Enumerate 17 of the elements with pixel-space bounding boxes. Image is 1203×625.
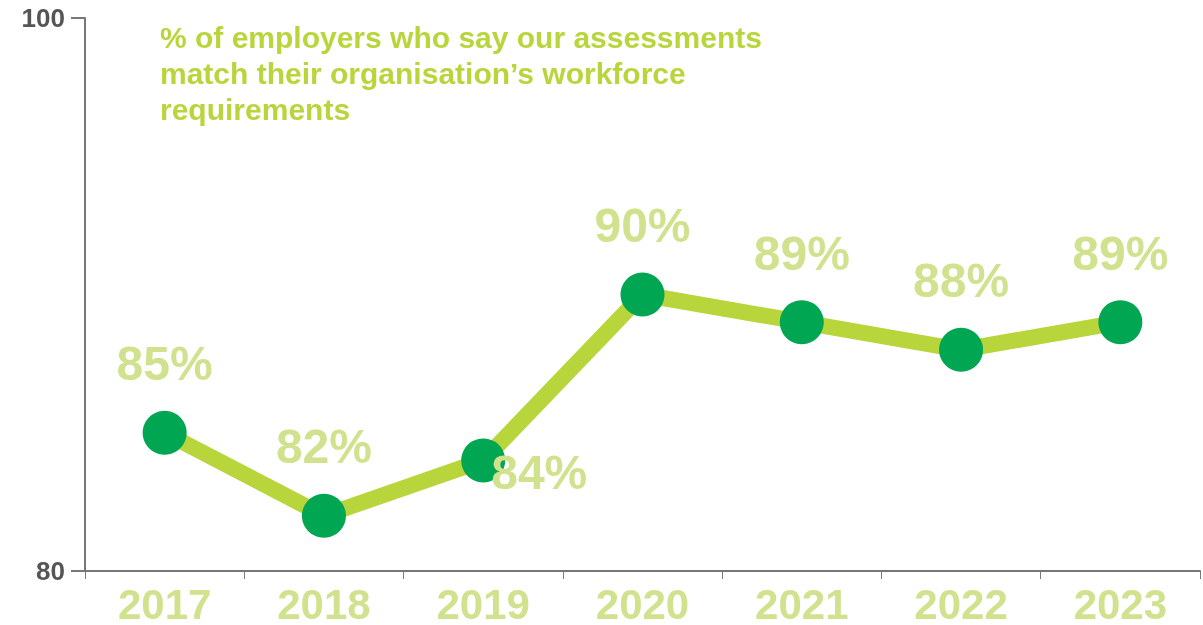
x-tick-label: 2023 bbox=[1073, 580, 1168, 625]
x-tick-label: 2020 bbox=[595, 580, 690, 625]
data-label: 89% bbox=[753, 226, 850, 280]
x-tick-label: 2021 bbox=[755, 580, 849, 625]
data-label: 85% bbox=[116, 337, 213, 391]
data-label: 90% bbox=[594, 199, 691, 252]
data-label: 88% bbox=[913, 254, 1010, 308]
x-tick-label: 2022 bbox=[914, 580, 1008, 625]
text: % of employers who say our assessments match their organisation’s workforce requirements bbox=[160, 20, 771, 126]
y-tick-label: 80 bbox=[36, 556, 65, 586]
x-tick-label: 2017 bbox=[117, 580, 212, 625]
data-label: 89% bbox=[1072, 226, 1169, 280]
data-label: 82% bbox=[275, 420, 372, 474]
y-tick-label: 100 bbox=[21, 3, 65, 33]
x-tick-label: 2019 bbox=[436, 580, 530, 625]
x-tick-label: 2018 bbox=[277, 580, 371, 625]
data-label: 84% bbox=[491, 445, 588, 499]
